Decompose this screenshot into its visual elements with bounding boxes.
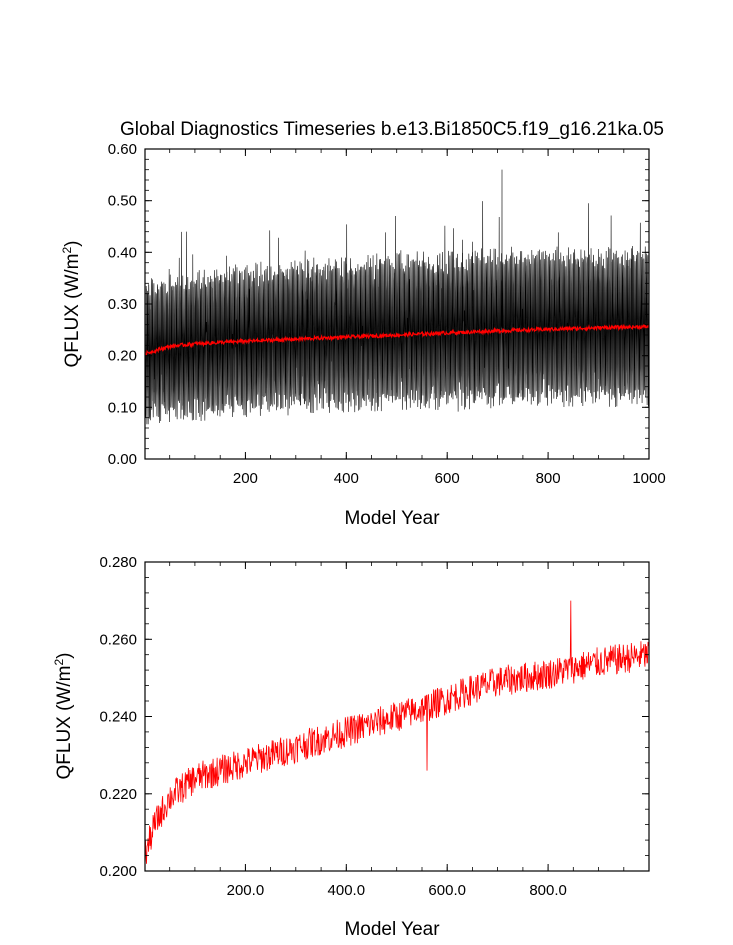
x-tick-label: 600.0 (428, 882, 466, 899)
x-tick-label: 400 (334, 470, 359, 487)
bottom-plot-series (144, 600, 650, 864)
top-panel: Global Diagnostics Timeseries b.e13.Bi18… (60, 119, 666, 529)
y-tick-label: 0.60 (108, 141, 137, 158)
monthly-series-line (144, 169, 650, 425)
top-y-axis-label: QFLUX (W/m2) (60, 240, 83, 367)
x-tick-label: 600 (435, 470, 460, 487)
x-tick-label: 200 (233, 470, 258, 487)
y-tick-label: 0.20 (108, 348, 137, 365)
top-x-axis-label: Model Year (344, 508, 440, 529)
bottom-y-axis-label: QFLUX (W/m2) (52, 652, 75, 779)
bottom-x-axis-label: Model Year (344, 919, 440, 940)
x-tick-label: 1000 (632, 470, 665, 487)
x-tick-label: 400.0 (328, 882, 366, 899)
bottom-axis-ticks: 0.200 0.220 0.240 0.260 0.280 200.0 400.0 600.0… (99, 554, 649, 899)
y-tick-label: 0.40 (108, 244, 137, 261)
x-tick-label: 800.0 (529, 882, 567, 899)
annual-mean-line (144, 600, 650, 864)
y-tick-label: 0.10 (108, 399, 137, 416)
y-tick-label: 0.240 (99, 709, 137, 726)
top-plot-series (144, 169, 650, 425)
y-tick-label: 0.00 (108, 451, 137, 468)
y-tick-label: 0.30 (108, 296, 137, 313)
x-tick-label: 800 (536, 470, 561, 487)
bottom-panel: 0.200 0.220 0.240 0.260 0.280 200.0 400.0 600.0… (52, 554, 650, 940)
y-tick-label: 0.50 (108, 193, 137, 210)
y-tick-label: 0.280 (99, 554, 137, 571)
x-tick-label: 200.0 (227, 882, 265, 899)
y-tick-label: 0.220 (99, 786, 137, 803)
chart-title: Global Diagnostics Timeseries b.e13.Bi18… (120, 119, 664, 140)
y-tick-label: 0.260 (99, 631, 137, 648)
top-axis-ticks: 0.00 0.10 0.20 0.30 0.40 0.50 0.60 200 400 600 800… (108, 141, 666, 487)
annual-mean-line (144, 323, 650, 356)
y-tick-label: 0.200 (99, 863, 137, 880)
